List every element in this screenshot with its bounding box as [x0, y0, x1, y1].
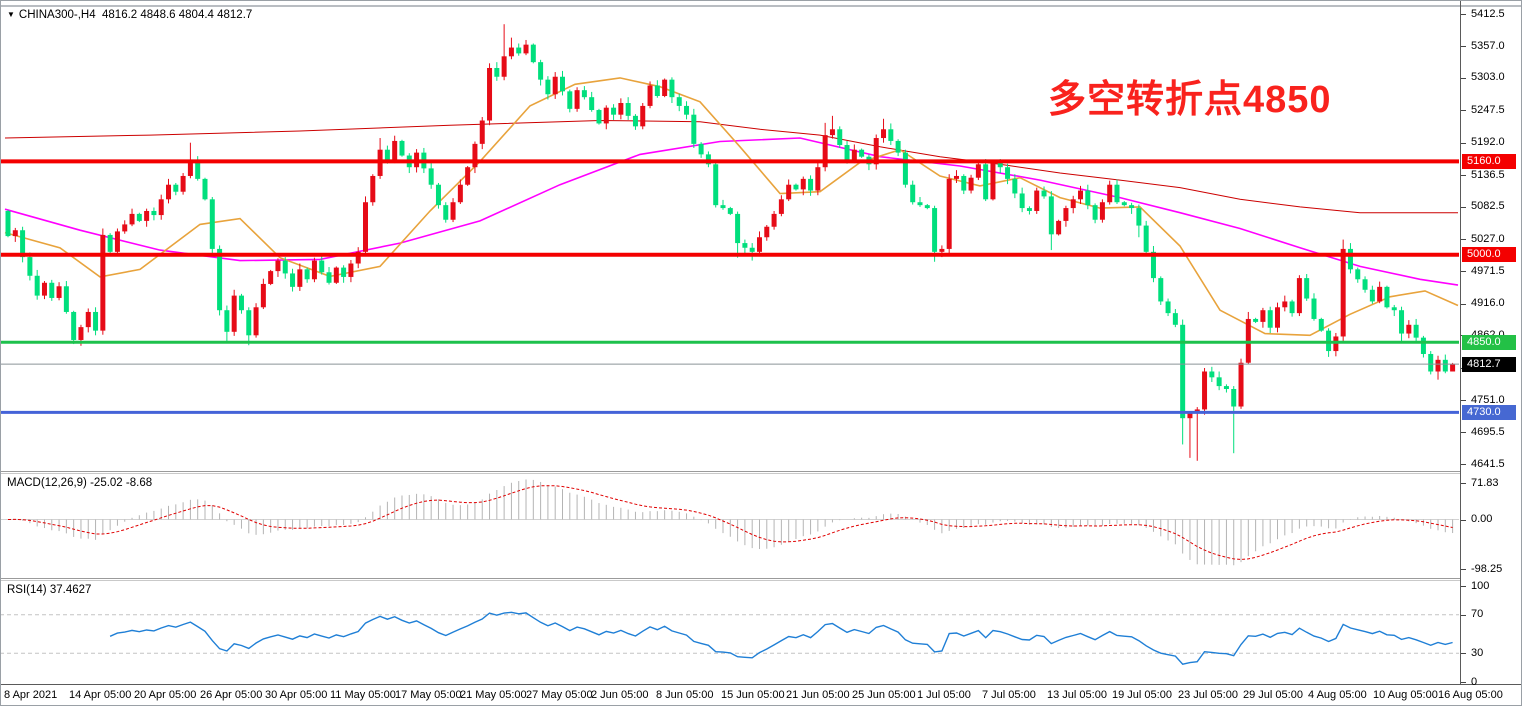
- time-axis-label: 20 Apr 05:00: [134, 689, 197, 701]
- price-axis-tick: [1461, 14, 1466, 15]
- time-axis-label: 23 Jul 05:00: [1178, 689, 1238, 701]
- macd-axis-label: -98.25: [1471, 563, 1503, 575]
- time-axis-label: 11 May 05:00: [330, 689, 396, 701]
- panel-splitter-macd-shadow: [0, 473, 1460, 474]
- rsi-axis-label: 30: [1471, 647, 1484, 659]
- price-axis-label: 5247.5: [1471, 104, 1505, 116]
- price-axis-tick: [1461, 400, 1466, 401]
- price-axis-label: 4971.5: [1471, 265, 1505, 277]
- rsi-axis-label: 70: [1471, 608, 1484, 620]
- time-axis-label: 1 Jul 05:00: [917, 689, 971, 701]
- time-axis-label: 27 May 05:00: [526, 689, 593, 701]
- time-axis-label: 21 May 05:00: [460, 689, 527, 701]
- symbol-header: ▼ CHINA300-,H4 4816.2 4848.6 4804.4 4812.…: [7, 9, 252, 21]
- panel-splitter-rsi[interactable]: [0, 578, 1460, 579]
- price-badge-4730.0: 4730.0: [1462, 405, 1516, 420]
- price-axis-tick: [1461, 207, 1466, 208]
- price-axis-tick: [1461, 143, 1466, 144]
- price-axis-tick: [1461, 78, 1466, 79]
- rsi-axis-tick: [1461, 586, 1466, 587]
- time-axis-label: 21 Jun 05:00: [786, 689, 850, 701]
- macd-panel-label: MACD(12,26,9) -25.02 -8.68: [7, 477, 152, 489]
- macd-axis-label: 71.83: [1471, 477, 1499, 489]
- rsi-line: [109, 611, 1453, 665]
- rsi-axis-tick: [1461, 653, 1466, 654]
- price-badge-4850.0: 4850.0: [1462, 335, 1516, 350]
- rsi-title: RSI(14): [7, 584, 47, 596]
- panel-splitter-rsi-shadow: [0, 580, 1460, 581]
- time-axis-label: 14 Apr 05:00: [69, 689, 132, 701]
- time-axis-border: [0, 684, 1522, 685]
- time-axis-label: 17 May 05:00: [395, 689, 462, 701]
- chevron-down-icon[interactable]: ▼: [7, 10, 15, 19]
- time-axis-label: 8 Apr 2021: [4, 689, 58, 701]
- price-axis-label: 5412.5: [1471, 8, 1505, 20]
- time-axis-label: 30 Apr 05:00: [265, 689, 328, 701]
- panel-splitter-macd[interactable]: [0, 471, 1460, 472]
- macd-signal-value: -8.68: [125, 477, 153, 489]
- rsi-axis-tick: [1461, 682, 1466, 683]
- price-axis-tick: [1461, 464, 1466, 465]
- price-axis-label: 5082.5: [1471, 200, 1505, 212]
- ma-fast-orange: [4, 77, 1459, 337]
- price-axis-tick: [1461, 175, 1466, 176]
- price-axis-label: 5357.0: [1471, 40, 1505, 52]
- price-axis-tick: [1461, 46, 1466, 47]
- time-axis-label: 25 Jun 05:00: [852, 689, 916, 701]
- price-axis-tick: [1461, 110, 1466, 111]
- time-axis-label: 4 Aug 05:00: [1308, 689, 1367, 701]
- time-axis-label: 15 Jun 05:00: [721, 689, 785, 701]
- price-badge-5000.0: 5000.0: [1462, 247, 1516, 262]
- price-axis-tick: [1461, 239, 1466, 240]
- titlebar-strip: [0, 0, 1522, 7]
- time-axis-label: 16 Aug 05:00: [1438, 689, 1503, 701]
- price-axis-border: [1460, 0, 1461, 685]
- macd-axis-tick: [1461, 483, 1466, 484]
- time-axis-label: 13 Jul 05:00: [1047, 689, 1107, 701]
- rsi-panel-label: RSI(14) 37.4627: [7, 584, 91, 596]
- macd-axis-tick: [1461, 569, 1466, 570]
- time-axis-label: 8 Jun 05:00: [656, 689, 714, 701]
- rsi-axis-label: 0: [1471, 676, 1478, 688]
- ma-long-red: [4, 119, 1458, 214]
- macd-title: MACD(12,26,9): [7, 477, 87, 489]
- price-badge-5160.0: 5160.0: [1462, 154, 1516, 169]
- time-axis-label: 26 Apr 05:00: [200, 689, 263, 701]
- price-axis-label: 5303.0: [1471, 71, 1505, 83]
- time-axis-label: 19 Jul 05:00: [1112, 689, 1172, 701]
- time-axis-label: 2 Jun 05:00: [591, 689, 649, 701]
- time-axis-label: 29 Jul 05:00: [1243, 689, 1303, 701]
- ma-slow-magenta: [4, 137, 1459, 286]
- price-axis-tick: [1461, 271, 1466, 272]
- price-axis-label: 4695.5: [1471, 426, 1505, 438]
- price-axis-label: 4641.5: [1471, 458, 1505, 470]
- symbol-quote: 4816.2 4848.6 4804.4 4812.7: [102, 9, 253, 21]
- time-axis-label: 7 Jul 05:00: [982, 689, 1036, 701]
- rsi-axis-label: 100: [1471, 580, 1490, 592]
- price-axis-label: 4916.0: [1471, 297, 1505, 309]
- macd-main-value: -25.02: [90, 477, 123, 489]
- price-axis-tick: [1461, 304, 1466, 305]
- price-axis-tick: [1461, 432, 1466, 433]
- rsi-value: 37.4627: [49, 584, 92, 596]
- time-axis-label: 10 Aug 05:00: [1373, 689, 1438, 701]
- symbol-name: CHINA300-,H4: [18, 9, 96, 21]
- macd-axis-label: 0.00: [1471, 513, 1493, 525]
- rsi-axis-tick: [1461, 615, 1466, 616]
- price-badge-4812.7: 4812.7: [1462, 357, 1516, 372]
- price-axis-label: 5192.0: [1471, 136, 1505, 148]
- price-axis-label: 4751.0: [1471, 394, 1505, 406]
- annotation-text: 多空转折点4850: [1048, 79, 1332, 121]
- price-axis-label: 5027.0: [1471, 233, 1505, 245]
- price-axis-label: 5136.5: [1471, 169, 1505, 181]
- macd-axis-tick: [1461, 520, 1466, 521]
